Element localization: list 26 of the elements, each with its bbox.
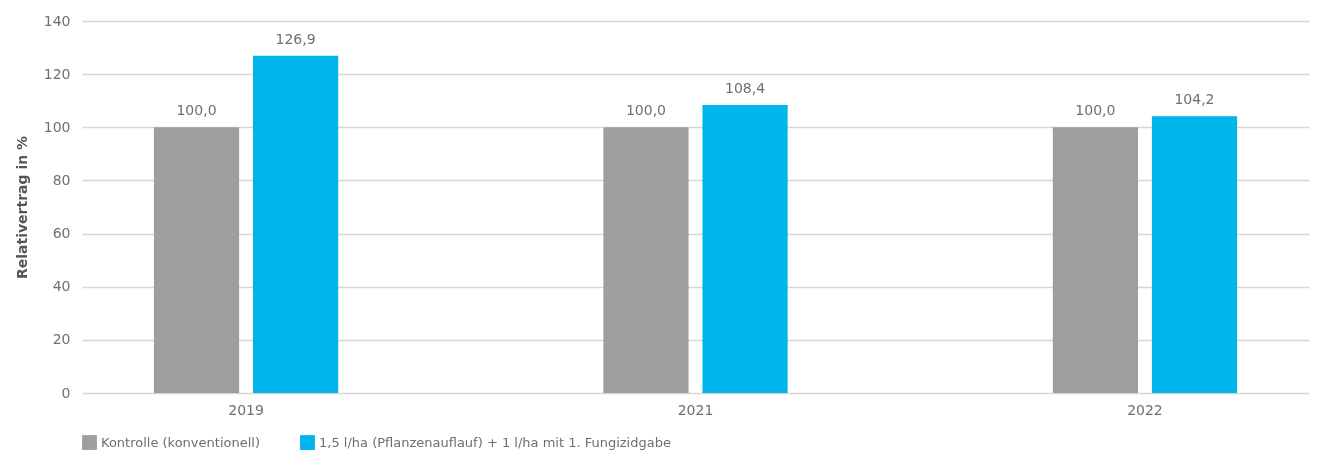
y-tick-label: 0	[61, 384, 71, 401]
data-label: 108,4	[724, 79, 766, 96]
y-tick-label: 100	[43, 118, 71, 135]
bar	[252, 55, 339, 393]
legend-label: Kontrolle (konventionell)	[101, 434, 260, 450]
x-tick-label: 2019	[228, 401, 264, 418]
bar	[1151, 116, 1238, 393]
y-tick-label: 20	[52, 331, 71, 348]
data-label: 104,2	[1174, 91, 1215, 108]
bar	[1052, 127, 1139, 393]
y-tick-label: 60	[52, 225, 71, 242]
y-axis-title: Relativertrag in %	[13, 135, 30, 280]
data-label: 100,0	[625, 102, 667, 119]
x-tick-label: 2021	[677, 401, 714, 418]
y-tick-label: 80	[52, 171, 71, 188]
bar	[702, 104, 788, 393]
data-label: 100,0	[176, 102, 217, 119]
bar	[153, 127, 240, 393]
legend-label: 1,5 l/ha (Pflanzenauflauf) + 1 l/ha mit 1. Fungizidgabe	[319, 434, 671, 450]
y-tick-label: 40	[52, 278, 71, 295]
data-label: 100,0	[1075, 102, 1116, 119]
y-tick-label: 140	[43, 12, 71, 29]
x-tick-label: 2022	[1127, 401, 1163, 418]
y-tick-label: 120	[43, 65, 71, 82]
bar	[603, 127, 689, 393]
data-label: 126,9	[275, 30, 316, 47]
